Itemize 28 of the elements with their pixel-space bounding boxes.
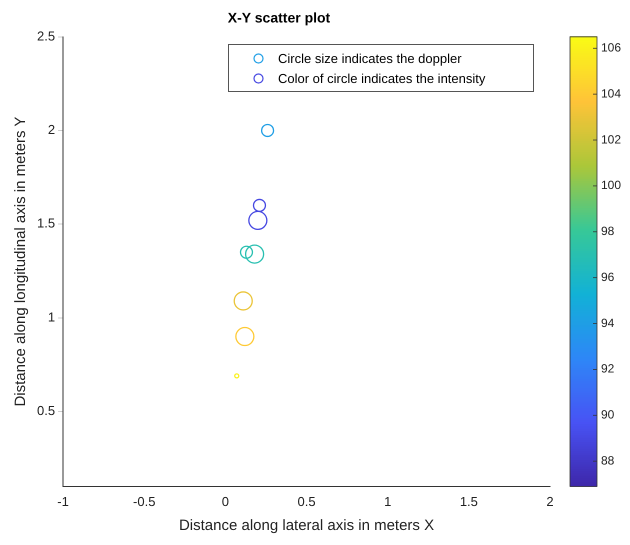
color-bar-label: 90	[601, 408, 615, 422]
annotation: Circle size indicates the doppler	[278, 50, 462, 66]
color-bar-label: 106	[601, 40, 622, 55]
annotation: Color of circle indicates the intensity	[278, 70, 486, 86]
color-bar-label: 88	[601, 453, 615, 468]
y-tick-label: 2.5	[36, 28, 56, 44]
color-bar-label: 104	[601, 86, 622, 100]
x-tick-label: -1	[57, 494, 69, 509]
color-bar-label: 102	[601, 132, 622, 146]
legend-box: Circle size indicates the doppler Color of circle indicates the intensity	[228, 44, 534, 92]
y-tick-label: 2	[48, 122, 56, 138]
y-tick-label: 1	[48, 309, 56, 324]
x-tick-label: -0.5	[133, 494, 156, 509]
chart-title: X-Y scatter plot	[228, 9, 331, 26]
color-bar-label: 92	[601, 362, 615, 376]
x-tick-label: 2	[546, 494, 554, 509]
color-bar-label: 94	[601, 316, 615, 330]
x-tick-label: 0.5	[297, 494, 316, 509]
x-tick-label: 1.5	[460, 494, 478, 509]
y-tick-label: 1.5	[36, 216, 56, 231]
color-bar-label: 100	[601, 178, 622, 192]
color-bar-label: 96	[601, 270, 615, 284]
x-tick-label: 1	[384, 494, 392, 509]
y-tick-label: 0.5	[36, 403, 56, 418]
y-axis-title: Distance along longitudinal axis in meters Y	[12, 116, 30, 407]
x-tick-label: 0	[222, 494, 229, 509]
color-bar-label: 98	[601, 224, 615, 238]
x-axis-title: Distance along lateral axis in meters X	[178, 517, 434, 534]
